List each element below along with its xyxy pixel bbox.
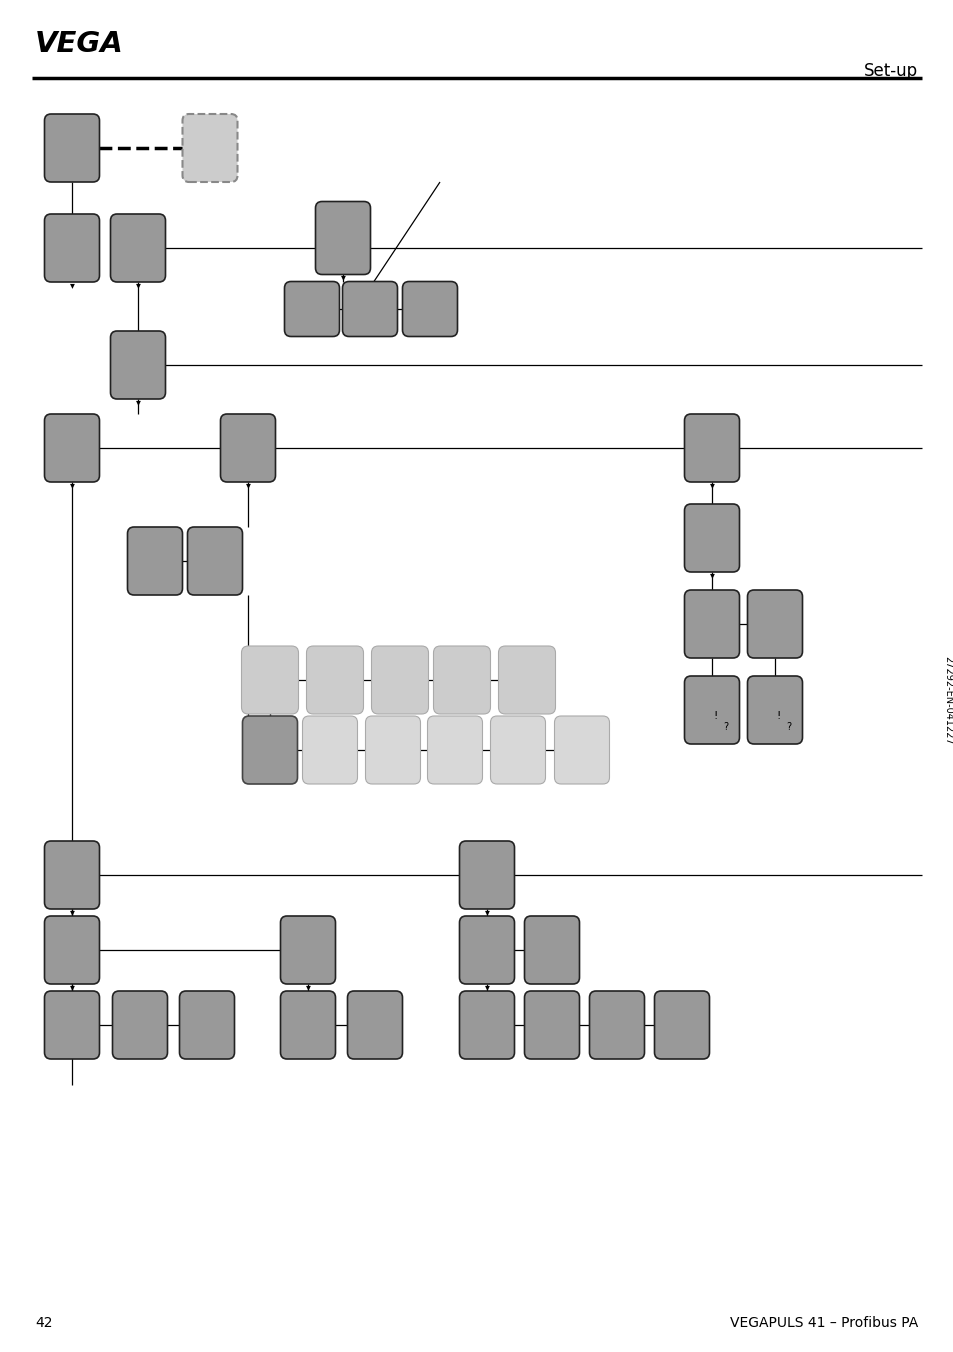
FancyBboxPatch shape [45, 414, 99, 483]
FancyBboxPatch shape [654, 991, 709, 1059]
Text: 27292-EN-041227: 27292-EN-041227 [942, 656, 952, 745]
FancyBboxPatch shape [524, 991, 578, 1059]
Text: ▾: ▾ [340, 272, 345, 283]
Text: ▾: ▾ [135, 397, 140, 407]
FancyBboxPatch shape [684, 504, 739, 572]
FancyBboxPatch shape [490, 717, 545, 784]
FancyBboxPatch shape [459, 917, 514, 984]
FancyBboxPatch shape [302, 717, 357, 784]
Text: !: ! [776, 711, 781, 721]
FancyBboxPatch shape [111, 331, 165, 399]
FancyBboxPatch shape [342, 281, 397, 337]
FancyBboxPatch shape [589, 991, 644, 1059]
FancyBboxPatch shape [242, 717, 297, 784]
FancyBboxPatch shape [427, 717, 482, 784]
FancyBboxPatch shape [220, 414, 275, 483]
FancyBboxPatch shape [280, 991, 335, 1059]
FancyBboxPatch shape [433, 646, 490, 714]
Text: ▾: ▾ [709, 571, 714, 580]
Text: ▾: ▾ [70, 280, 74, 289]
FancyBboxPatch shape [112, 991, 168, 1059]
Text: Set-up: Set-up [863, 62, 917, 80]
FancyBboxPatch shape [315, 201, 370, 274]
FancyBboxPatch shape [45, 917, 99, 984]
Text: VEGAPULS 41 – Profibus PA: VEGAPULS 41 – Profibus PA [729, 1315, 917, 1330]
FancyBboxPatch shape [45, 114, 99, 183]
FancyBboxPatch shape [241, 646, 298, 714]
FancyBboxPatch shape [524, 917, 578, 984]
FancyBboxPatch shape [182, 114, 237, 183]
Text: ▾: ▾ [305, 982, 310, 992]
FancyBboxPatch shape [747, 589, 801, 658]
Text: VEGA: VEGA [35, 30, 124, 58]
Text: ▾: ▾ [70, 907, 74, 917]
Text: ▾: ▾ [70, 480, 74, 489]
FancyBboxPatch shape [179, 991, 234, 1059]
FancyBboxPatch shape [306, 646, 363, 714]
FancyBboxPatch shape [459, 841, 514, 909]
Text: ▾: ▾ [70, 982, 74, 992]
FancyBboxPatch shape [284, 281, 339, 337]
FancyBboxPatch shape [365, 717, 420, 784]
FancyBboxPatch shape [747, 676, 801, 744]
Text: ▾: ▾ [245, 480, 251, 489]
FancyBboxPatch shape [371, 646, 428, 714]
FancyBboxPatch shape [45, 214, 99, 283]
FancyBboxPatch shape [684, 414, 739, 483]
Text: ▾: ▾ [709, 480, 714, 489]
Text: ?: ? [785, 722, 791, 731]
FancyBboxPatch shape [347, 991, 402, 1059]
FancyBboxPatch shape [128, 527, 182, 595]
Text: ▾: ▾ [484, 982, 489, 992]
Text: ▾: ▾ [484, 907, 489, 917]
FancyBboxPatch shape [280, 917, 335, 984]
FancyBboxPatch shape [45, 841, 99, 909]
Text: !: ! [713, 711, 718, 721]
FancyBboxPatch shape [188, 527, 242, 595]
FancyBboxPatch shape [554, 717, 609, 784]
FancyBboxPatch shape [402, 281, 457, 337]
FancyBboxPatch shape [498, 646, 555, 714]
FancyBboxPatch shape [111, 214, 165, 283]
FancyBboxPatch shape [684, 589, 739, 658]
FancyBboxPatch shape [459, 991, 514, 1059]
FancyBboxPatch shape [684, 676, 739, 744]
Text: ?: ? [722, 722, 728, 731]
FancyBboxPatch shape [45, 991, 99, 1059]
Text: 42: 42 [35, 1315, 52, 1330]
Text: ▾: ▾ [135, 280, 140, 289]
